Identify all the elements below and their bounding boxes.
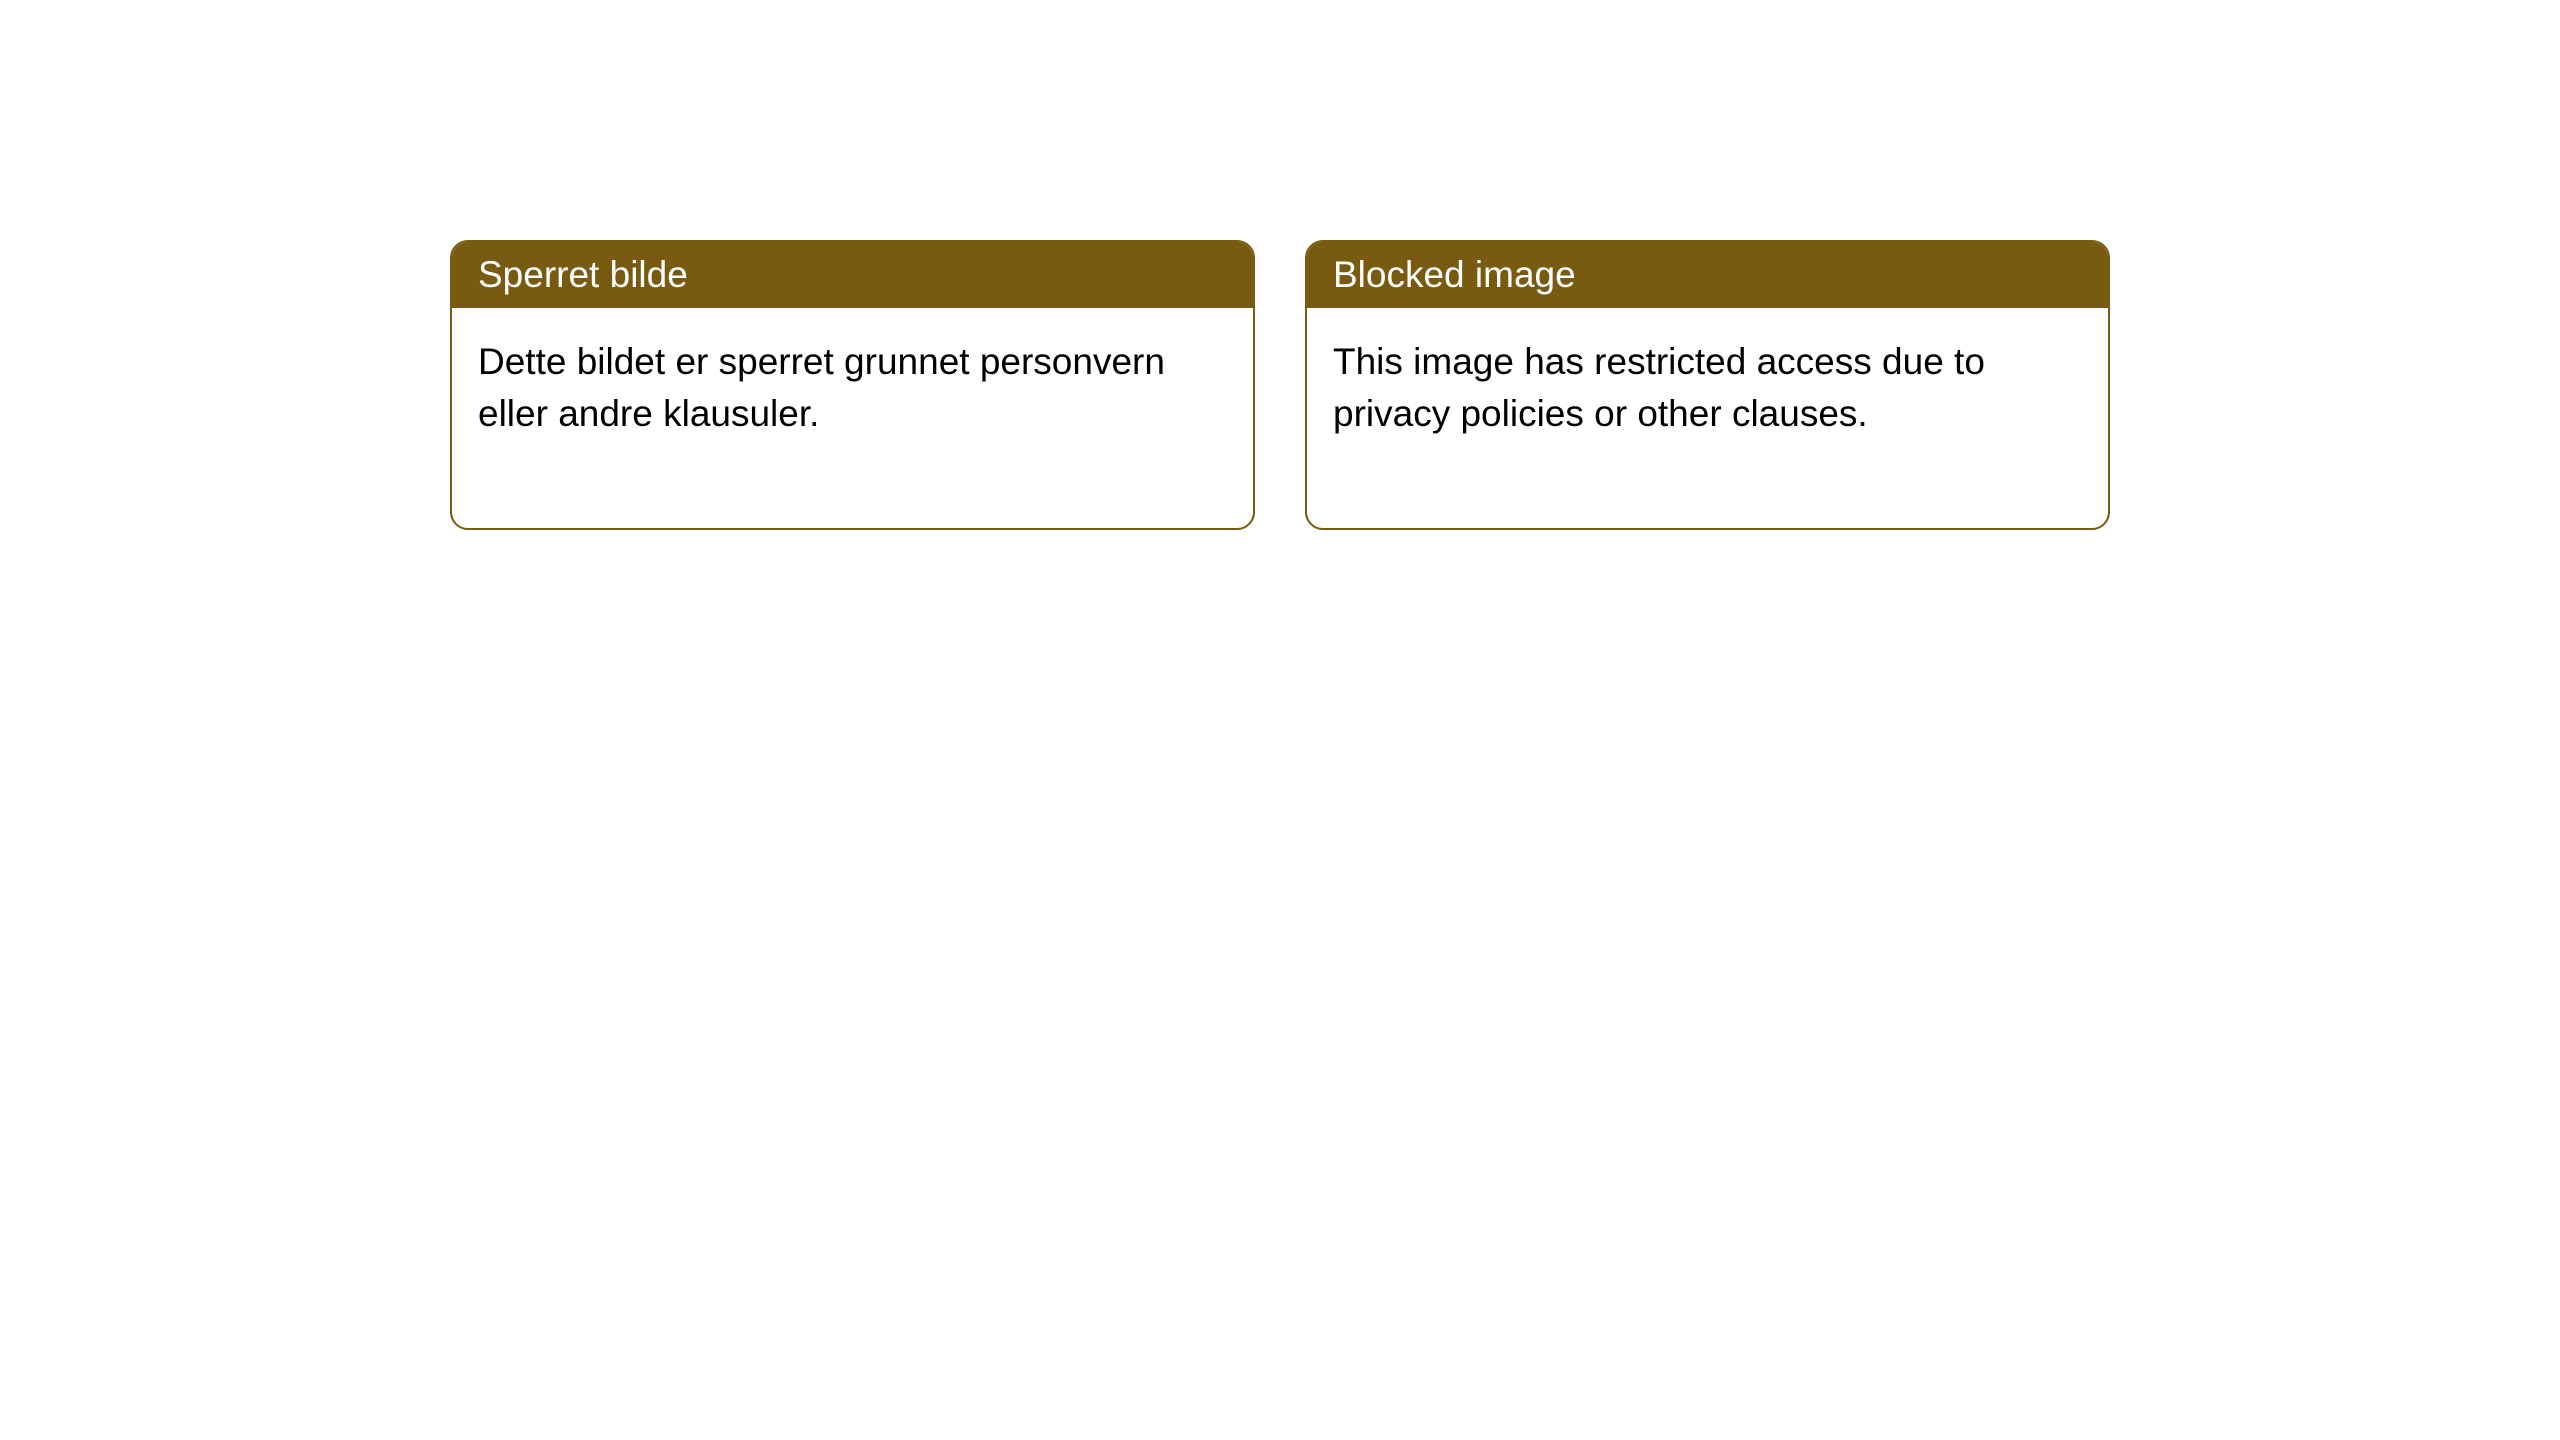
notice-header-text: Blocked image (1333, 254, 1576, 295)
notice-body-norwegian: Dette bildet er sperret grunnet personve… (452, 308, 1253, 528)
notice-body-text: Dette bildet er sperret grunnet personve… (478, 341, 1165, 434)
notice-header-text: Sperret bilde (478, 254, 688, 295)
notice-body-english: This image has restricted access due to … (1307, 308, 2108, 528)
notice-container: Sperret bilde Dette bildet er sperret gr… (450, 240, 2110, 530)
notice-box-norwegian: Sperret bilde Dette bildet er sperret gr… (450, 240, 1255, 530)
notice-box-english: Blocked image This image has restricted … (1305, 240, 2110, 530)
notice-header-english: Blocked image (1307, 242, 2108, 308)
notice-body-text: This image has restricted access due to … (1333, 341, 1985, 434)
notice-header-norwegian: Sperret bilde (452, 242, 1253, 308)
